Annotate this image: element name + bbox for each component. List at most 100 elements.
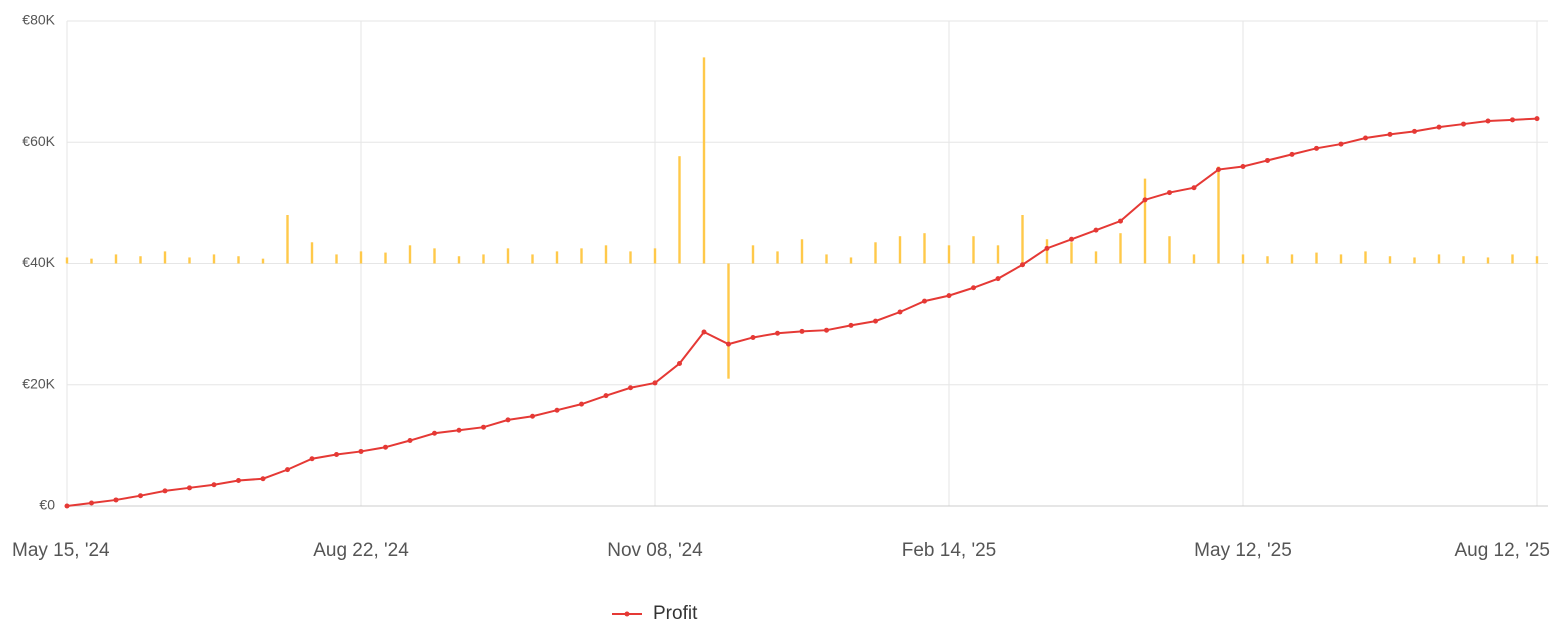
- point: [922, 298, 927, 304]
- bar: [65, 257, 69, 264]
- bar: [996, 245, 1000, 264]
- point: [873, 318, 878, 324]
- point: [1240, 164, 1246, 169]
- point: [1118, 218, 1123, 224]
- bar: [163, 251, 167, 264]
- bar: [433, 248, 436, 264]
- bar: [506, 248, 510, 264]
- bar: [1143, 178, 1147, 264]
- bar: [702, 57, 706, 264]
- point: [1020, 262, 1025, 268]
- bar: [1045, 239, 1049, 264]
- point: [113, 497, 119, 503]
- x-tick-label: Aug 22, '24: [313, 540, 409, 561]
- bar: [898, 236, 902, 264]
- point: [530, 413, 535, 419]
- point: [1510, 117, 1515, 123]
- bar: [286, 215, 289, 264]
- bar: [1437, 254, 1441, 264]
- bar: [776, 251, 779, 264]
- point: [1216, 167, 1221, 173]
- bar: [947, 245, 951, 264]
- point: [971, 285, 976, 291]
- point: [677, 361, 682, 367]
- y-tick-label: €60K: [22, 133, 55, 149]
- bar: [139, 256, 142, 264]
- bar: [310, 242, 314, 264]
- y-tick-label: €0: [39, 497, 55, 513]
- point: [1314, 145, 1319, 151]
- point: [799, 328, 805, 334]
- point: [1387, 131, 1393, 137]
- bar: [1192, 254, 1196, 264]
- point: [1363, 135, 1368, 141]
- point: [1436, 124, 1442, 130]
- point: [726, 341, 731, 347]
- bar: [555, 251, 559, 264]
- bar: [923, 233, 926, 264]
- point: [1412, 128, 1417, 134]
- point: [628, 385, 633, 391]
- bar: [114, 254, 118, 264]
- point: [1142, 197, 1148, 203]
- bar: [1070, 242, 1073, 264]
- bar: [384, 252, 387, 264]
- point: [1044, 245, 1050, 251]
- bar: [1339, 254, 1343, 264]
- bar: [1217, 166, 1220, 264]
- legend-symbol: [624, 611, 630, 617]
- point: [383, 444, 388, 450]
- point: [897, 309, 903, 315]
- bar: [849, 257, 853, 264]
- point: [652, 380, 658, 386]
- bar: [800, 239, 804, 264]
- point: [995, 276, 1001, 282]
- bar: [1241, 254, 1245, 264]
- bar: [1094, 251, 1098, 264]
- point: [285, 467, 290, 473]
- point: [775, 330, 780, 336]
- point: [1167, 190, 1172, 196]
- x-tick-label: Nov 08, '24: [607, 540, 703, 561]
- bar: [1388, 256, 1392, 264]
- bar: [457, 256, 461, 264]
- bar: [653, 248, 657, 264]
- point: [579, 401, 584, 407]
- point: [211, 482, 217, 488]
- bar: [874, 242, 877, 264]
- y-tick-label: €40K: [22, 254, 55, 270]
- bar: [1486, 257, 1490, 264]
- bar: [408, 245, 412, 264]
- bar: [531, 254, 534, 264]
- x-tick-label: May 15, '24: [12, 540, 110, 561]
- bar: [972, 236, 975, 264]
- bar: [751, 245, 755, 264]
- point: [456, 427, 462, 433]
- bar: [1413, 257, 1416, 264]
- bar: [1511, 254, 1514, 264]
- bar: [1168, 236, 1171, 264]
- point: [1191, 185, 1197, 191]
- bar: [604, 245, 608, 264]
- y-tick-label: €80K: [22, 12, 55, 28]
- point: [309, 456, 315, 462]
- point: [260, 476, 266, 482]
- bar: [335, 254, 338, 264]
- bar: [1266, 256, 1269, 264]
- point: [187, 485, 192, 491]
- point: [1289, 151, 1295, 157]
- point: [1265, 157, 1270, 163]
- bar: [212, 254, 216, 264]
- point: [848, 322, 854, 328]
- bar: [261, 258, 265, 264]
- bar: [359, 251, 363, 264]
- point: [432, 430, 437, 436]
- point: [89, 500, 94, 506]
- bar: [727, 263, 730, 379]
- bar: [1290, 254, 1294, 264]
- point: [603, 393, 609, 399]
- bar: [825, 254, 828, 264]
- bar: [678, 156, 681, 264]
- bar: [580, 248, 583, 264]
